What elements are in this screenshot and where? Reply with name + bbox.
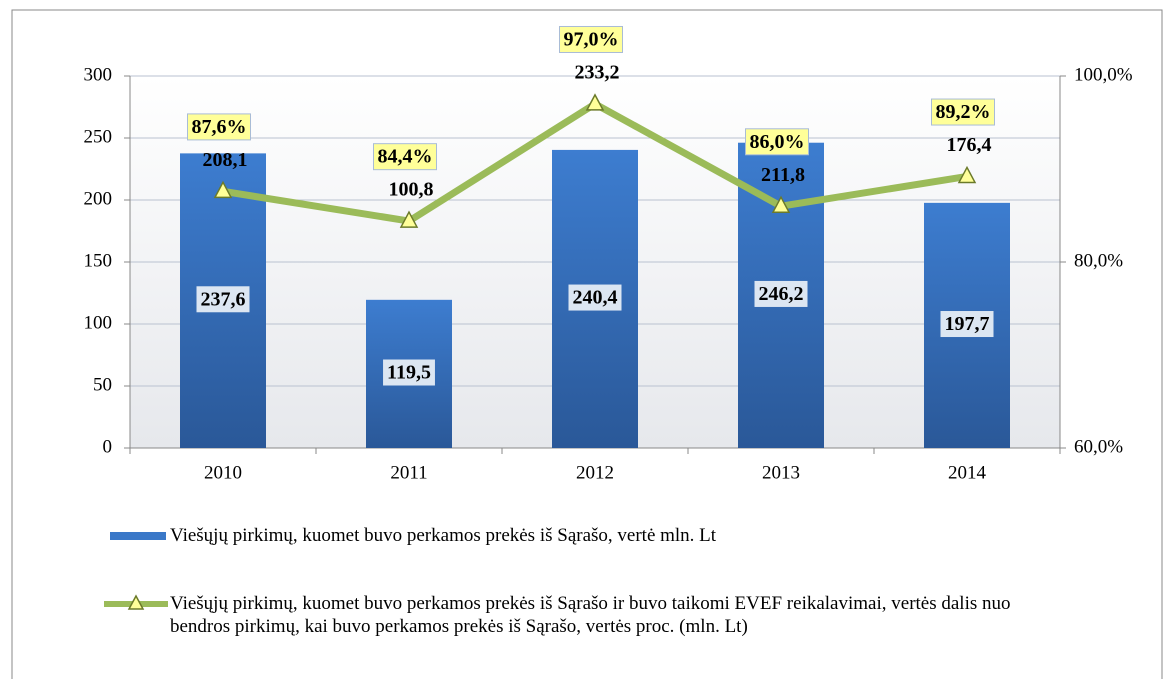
marker	[771, 195, 791, 213]
label-box	[187, 113, 251, 141]
label-box	[373, 143, 437, 171]
label-box	[754, 280, 808, 307]
legend-entry: Viešųjų pirkimų, kuomet buvo perkamos pr…	[170, 525, 717, 546]
data-label: 87,6%	[187, 113, 251, 141]
y-tick-label: 50	[93, 374, 112, 395]
legend-entry: Viešųjų pirkimų, kuomet buvo perkamos pr…	[170, 593, 1011, 637]
x-tick-label: 2011	[390, 462, 427, 483]
data-label-text: 100,8	[389, 179, 434, 201]
data-label: 89,2%	[931, 98, 995, 126]
data-label: 97,0%	[559, 25, 623, 53]
y-tick-label: 200	[84, 188, 113, 209]
data-label: 84,4%	[373, 143, 437, 171]
marker	[585, 93, 605, 111]
data-label-text: 89,2%	[936, 101, 991, 123]
label-box	[196, 286, 250, 313]
data-label: 240,4	[568, 284, 622, 311]
marker	[399, 210, 419, 228]
y-tick-label: 300	[84, 64, 113, 85]
data-label-text: 237,6	[201, 288, 246, 310]
data-label: 176,4	[947, 134, 992, 156]
label-box	[383, 359, 435, 386]
y-tick-label: 0	[103, 436, 113, 457]
data-label-text: 87,6%	[192, 116, 247, 138]
x-tick-label: 2012	[576, 462, 614, 483]
data-label-text: 233,2	[575, 61, 620, 83]
data-label: 246,2	[754, 280, 808, 307]
label-box	[568, 284, 622, 311]
data-label: 208,1	[203, 149, 248, 171]
data-label-text: 119,5	[387, 362, 431, 384]
data-label-text: 86,0%	[750, 131, 805, 153]
data-label: 119,5	[383, 359, 435, 386]
data-label-text: 240,4	[573, 287, 618, 309]
data-label: 211,8	[761, 164, 805, 186]
data-label: 197,7	[940, 311, 994, 338]
marker	[213, 180, 233, 199]
label-box	[940, 311, 994, 338]
label-box	[559, 25, 623, 53]
data-label-text: 197,7	[945, 313, 990, 335]
y-tick-label: 250	[84, 126, 113, 147]
y2-tick-label: 60,0%	[1074, 436, 1123, 457]
label-box	[745, 128, 809, 156]
data-label: 233,2	[575, 61, 620, 83]
y-tick-label: 150	[84, 250, 113, 271]
y2-tick-label: 100,0%	[1074, 64, 1133, 85]
data-label: 237,6	[196, 286, 250, 313]
x-tick-label: 2013	[762, 462, 800, 483]
data-label-text: 84,4%	[378, 146, 433, 168]
marker	[957, 165, 977, 184]
legend-key-bar	[110, 532, 166, 540]
x-tick-label: 2014	[948, 462, 987, 483]
data-label-text: 211,8	[761, 164, 805, 186]
data-label-text: 246,2	[759, 283, 804, 305]
y2-tick-label: 80,0%	[1074, 250, 1123, 271]
label-box	[931, 98, 995, 126]
data-label-text: 97,0%	[564, 28, 619, 50]
data-label: 100,8	[389, 179, 434, 201]
x-tick-label: 2010	[204, 462, 242, 483]
y-tick-label: 100	[84, 312, 113, 333]
data-label: 86,0%	[745, 128, 809, 156]
data-label-text: 208,1	[203, 149, 248, 171]
data-label-text: 176,4	[947, 134, 992, 156]
